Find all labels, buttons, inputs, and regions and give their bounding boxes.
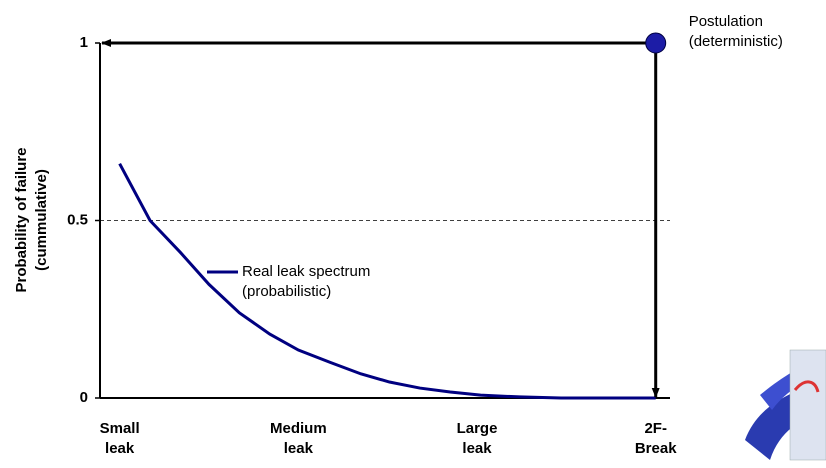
y-axis-label: Probability of failure (cummulative) [12,115,52,325]
series-label: Postulation (deterministic) [689,12,824,52]
y-tick-label: 0.5 [67,211,88,228]
x-tick-label: 2F-Break [626,419,686,459]
point [646,33,666,53]
x-tick-label: Small leak [90,419,150,459]
leak-curve [120,164,656,398]
y-tick-label: 1 [80,34,88,51]
y-tick-label: 0 [80,389,88,406]
x-tick-label: Large leak [447,419,507,459]
page: 00.51 Probability of failure (cummulativ… [0,0,826,468]
chart: 00.51 [0,0,826,468]
x-tick-label: Medium leak [268,419,328,459]
series-label: Real leak spectrum (probabilistic) [242,262,377,302]
pipe-decoration [745,350,826,460]
